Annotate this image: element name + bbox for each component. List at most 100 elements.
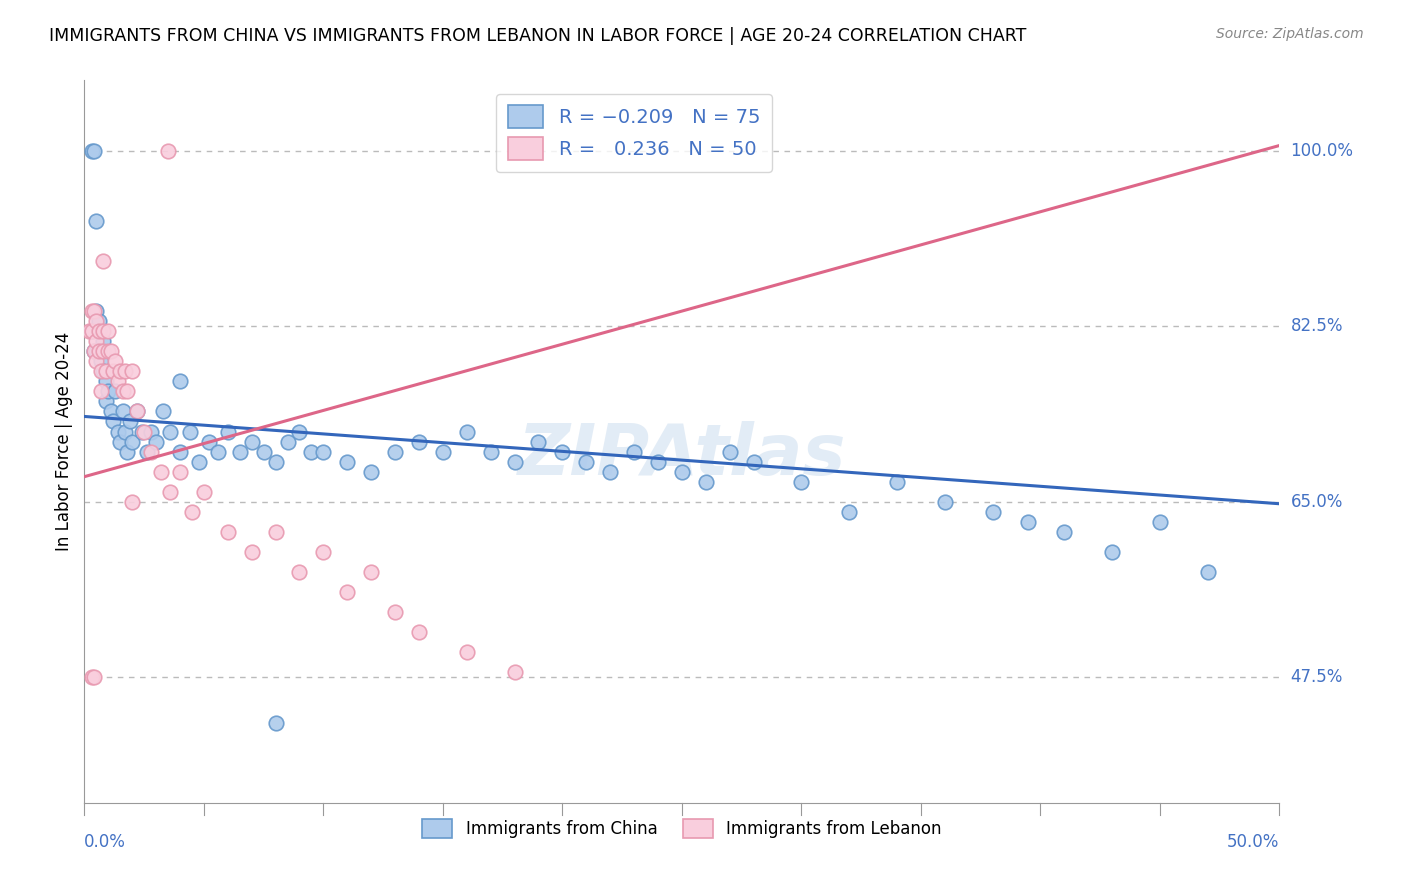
Point (135, 444, 157, 458)
Point (97, 324, 120, 338)
Point (100, 404, 122, 418)
Point (121, 494, 143, 508)
Point (125, 404, 148, 418)
Point (83, 344, 105, 359)
Text: 47.5%: 47.5% (1291, 668, 1343, 686)
Point (117, 384, 139, 399)
Point (301, 444, 323, 458)
Point (110, 434, 132, 449)
Point (193, 484, 215, 499)
Point (207, 444, 229, 458)
Point (264, 455, 287, 469)
Point (90, 364, 112, 378)
Point (527, 434, 550, 449)
Text: 0.0%: 0.0% (84, 833, 127, 851)
Point (83, 144, 105, 158)
Point (886, 475, 908, 489)
Point (97, 384, 120, 399)
Point (503, 455, 526, 469)
Point (264, 524, 287, 539)
Point (107, 425, 129, 439)
Point (240, 545, 263, 559)
Point (240, 434, 263, 449)
Point (169, 375, 191, 389)
Point (77, 324, 100, 338)
Point (336, 585, 359, 599)
Point (408, 434, 430, 449)
Point (86, 213, 108, 227)
Point (104, 354, 127, 368)
Point (101, 364, 124, 378)
Point (121, 434, 143, 449)
Y-axis label: In Labor Force | Age 20-24: In Labor Force | Age 20-24 (55, 332, 73, 551)
Point (90, 384, 112, 399)
Point (83, 670, 105, 684)
Point (101, 414, 124, 429)
Point (360, 565, 382, 579)
Point (80, 324, 103, 338)
Text: IMMIGRANTS FROM CHINA VS IMMIGRANTS FROM LEBANON IN LABOR FORCE | AGE 20-24 CORR: IMMIGRANTS FROM CHINA VS IMMIGRANTS FROM… (49, 27, 1026, 45)
Point (94, 394, 117, 409)
Point (217, 425, 239, 439)
Point (623, 444, 645, 458)
Point (575, 455, 598, 469)
Point (117, 444, 139, 458)
Point (360, 465, 382, 479)
Point (80, 304, 103, 318)
Point (790, 475, 813, 489)
Point (229, 444, 252, 458)
Point (83, 344, 105, 359)
Point (114, 364, 136, 378)
Point (671, 465, 693, 479)
Point (599, 465, 621, 479)
Point (408, 625, 430, 640)
Point (93, 364, 115, 378)
Point (503, 665, 526, 680)
Point (152, 404, 174, 418)
Point (718, 444, 741, 458)
Point (86, 354, 108, 368)
Point (551, 444, 574, 458)
Point (86, 304, 108, 318)
Point (83, 304, 105, 318)
Point (104, 384, 127, 399)
Point (188, 455, 211, 469)
Point (1197, 565, 1219, 579)
Point (288, 425, 311, 439)
Text: 82.5%: 82.5% (1291, 318, 1343, 335)
Point (87, 324, 110, 338)
Point (86, 334, 108, 349)
Point (934, 494, 956, 508)
Point (159, 425, 181, 439)
Text: 50.0%: 50.0% (1227, 833, 1279, 851)
Point (141, 425, 163, 439)
Point (1149, 515, 1171, 529)
Point (179, 425, 201, 439)
Point (111, 384, 134, 399)
Point (159, 484, 181, 499)
Point (94, 375, 117, 389)
Point (742, 455, 765, 469)
Point (87, 314, 110, 328)
Point (93, 334, 115, 349)
Point (94, 364, 117, 378)
Point (90, 354, 112, 368)
Point (107, 375, 129, 389)
Point (838, 505, 860, 519)
Point (97, 344, 120, 359)
Point (1053, 524, 1076, 539)
Point (86, 344, 108, 359)
Point (312, 444, 335, 458)
Point (253, 444, 276, 458)
Point (277, 434, 299, 449)
Point (456, 645, 478, 659)
Point (114, 425, 136, 439)
Point (432, 444, 454, 458)
Point (647, 455, 669, 469)
Text: 100.0%: 100.0% (1291, 142, 1354, 160)
Point (125, 404, 148, 418)
Point (93, 344, 115, 359)
Point (141, 444, 163, 458)
Point (121, 364, 143, 378)
Point (110, 364, 132, 378)
